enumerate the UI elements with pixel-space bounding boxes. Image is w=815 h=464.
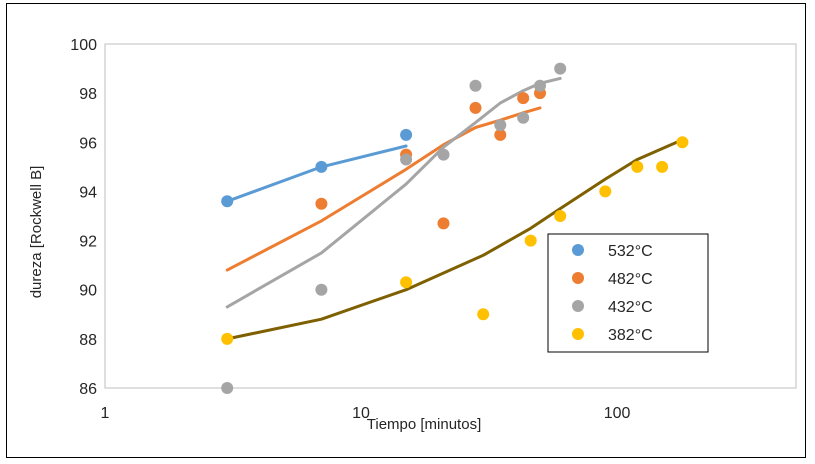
data-point xyxy=(315,283,328,296)
data-point xyxy=(517,111,530,124)
legend-marker xyxy=(572,244,584,256)
legend-label: 482°C xyxy=(608,271,653,288)
y-tick-label: 94 xyxy=(79,184,97,201)
data-point xyxy=(400,128,413,141)
y-tick-label: 98 xyxy=(79,86,97,103)
data-point xyxy=(631,160,644,173)
data-point xyxy=(676,136,689,149)
data-point xyxy=(315,160,328,173)
y-tick-label: 90 xyxy=(79,283,97,300)
data-point xyxy=(517,92,530,105)
data-point xyxy=(494,119,507,132)
data-point xyxy=(554,210,567,222)
legend-marker xyxy=(572,300,584,312)
chart-svg: 86 88 90 92 94 96 98 100 1 10 100 532°C 482°C 432°C 3… xyxy=(28,37,797,433)
trendline xyxy=(225,138,684,341)
y-tick-label: 100 xyxy=(70,37,97,54)
legend-label: 382°C xyxy=(608,327,653,344)
data-point xyxy=(400,153,413,166)
y-tick-label: 92 xyxy=(79,234,97,251)
legend-label: 432°C xyxy=(608,299,653,316)
x-axis-title: Tiempo [minutos] xyxy=(367,416,482,433)
axes: 86 88 90 92 94 96 98 100 1 10 100 xyxy=(70,37,796,422)
data-point xyxy=(554,62,567,75)
data-point xyxy=(534,79,546,92)
data-point xyxy=(221,382,234,394)
data-point xyxy=(469,79,482,92)
y-tick-label: 88 xyxy=(79,332,97,349)
legend-label: 532°C xyxy=(608,243,653,260)
data-point xyxy=(437,217,450,230)
data-point xyxy=(477,308,490,321)
data-point xyxy=(221,332,234,345)
y-tick-label: 96 xyxy=(79,135,97,152)
x-tick-label: 10 xyxy=(352,405,370,422)
x-tick-label: 1 xyxy=(101,405,110,422)
data-point xyxy=(469,101,482,114)
legend-marker xyxy=(572,328,584,340)
x-tick-label: 100 xyxy=(604,405,631,422)
y-tick-label: 86 xyxy=(79,381,97,398)
data-point xyxy=(494,128,507,141)
legend-marker xyxy=(572,272,584,284)
legend: 532°C 482°C 432°C 382°C xyxy=(547,233,709,353)
y-axis-title: dureza [Rockwell B] xyxy=(28,166,45,299)
data-point xyxy=(524,234,537,247)
chart-frame: 86 88 90 92 94 96 98 100 1 10 100 532°C 482°C 432°C 3… xyxy=(6,3,806,458)
data-point xyxy=(221,195,234,208)
data-point xyxy=(656,160,669,173)
data-point xyxy=(437,148,450,161)
data-point xyxy=(400,276,413,289)
data-point xyxy=(599,185,612,198)
data-point xyxy=(315,197,328,210)
data-points xyxy=(221,62,689,394)
